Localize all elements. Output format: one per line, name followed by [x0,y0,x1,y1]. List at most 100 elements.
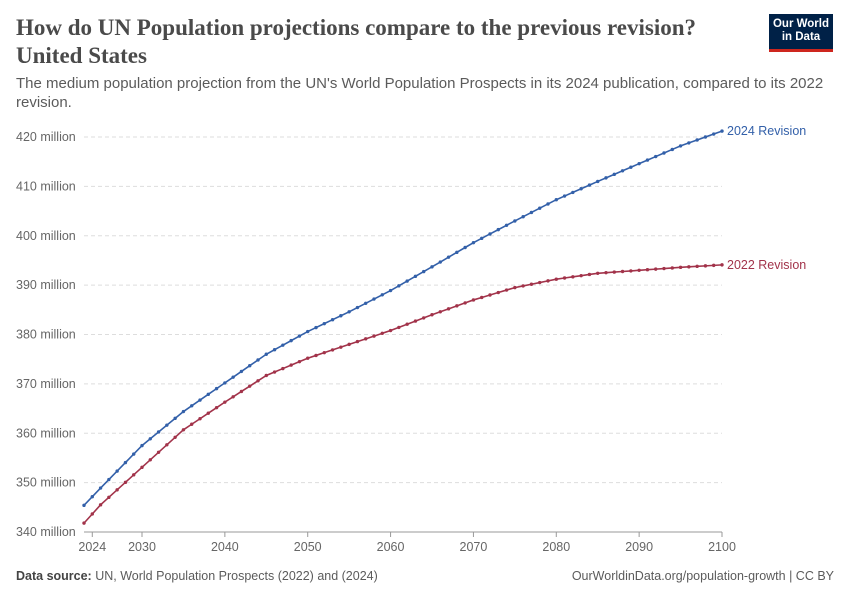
data-point[interactable] [306,356,310,360]
data-point[interactable] [488,232,492,236]
data-point[interactable] [587,183,592,187]
data-point[interactable] [165,423,169,427]
data-point[interactable] [372,334,376,338]
series-line[interactable] [83,130,723,506]
data-point[interactable] [248,384,252,388]
data-point[interactable] [670,147,674,152]
data-point[interactable] [330,348,335,352]
data-point[interactable] [504,223,509,227]
data-source-text[interactable]: UN, World Population Prospects (2022) an… [95,569,378,583]
data-point[interactable] [239,389,244,394]
data-point[interactable] [670,266,674,270]
owid-logo[interactable]: Our World in Data [769,14,833,52]
data-point[interactable] [397,284,401,288]
credit-link[interactable]: OurWorldinData.org/population-growth | C… [571,569,834,583]
data-point[interactable] [496,290,500,295]
data-point[interactable] [223,381,227,385]
data-point[interactable] [529,210,534,215]
data-point[interactable] [190,404,194,408]
data-point[interactable] [720,263,724,267]
data-point[interactable] [629,165,633,169]
data-point[interactable] [198,417,202,421]
data-point[interactable] [380,331,384,336]
data-point[interactable] [272,370,277,374]
data-point[interactable] [98,486,103,490]
data-point[interactable] [364,301,368,305]
data-point[interactable] [654,267,658,271]
data-point[interactable] [629,269,633,273]
data-point[interactable] [562,194,567,198]
data-point[interactable] [281,366,285,371]
data-point[interactable] [347,342,351,347]
data-point[interactable] [662,266,666,271]
data-point[interactable] [405,279,409,283]
data-point[interactable] [264,352,268,356]
data-point[interactable] [115,488,119,492]
data-point[interactable] [214,405,219,410]
data-point[interactable] [554,198,558,202]
data-point[interactable] [289,363,293,367]
data-point[interactable] [521,284,525,288]
data-point[interactable] [513,219,517,223]
data-point[interactable] [455,304,459,308]
data-point[interactable] [687,265,691,269]
data-point[interactable] [231,395,235,399]
data-point[interactable] [455,250,459,255]
data-point[interactable] [538,206,542,210]
data-point[interactable] [355,305,360,310]
series-lines[interactable]: 2024 Revision 2022 Revision [82,124,806,525]
data-point[interactable] [637,161,641,166]
data-point[interactable] [380,293,384,297]
data-point[interactable] [82,521,86,525]
data-point[interactable] [314,325,318,330]
data-point[interactable] [239,369,244,374]
data-point[interactable] [529,282,534,286]
data-point[interactable] [289,338,293,343]
data-point[interactable] [422,269,426,274]
data-point[interactable] [430,265,434,269]
data-point[interactable] [521,214,525,219]
data-point[interactable] [678,265,683,270]
data-point[interactable] [720,129,724,133]
data-point[interactable] [430,313,434,317]
data-point[interactable] [132,473,136,477]
data-point[interactable] [173,435,177,439]
data-point[interactable] [546,279,550,283]
data-point[interactable] [388,288,393,293]
data-point[interactable] [181,409,186,414]
data-point[interactable] [413,319,418,323]
data-point[interactable] [496,227,500,232]
data-point[interactable] [571,190,575,195]
data-point[interactable] [355,339,360,344]
data-point[interactable] [140,443,144,448]
data-point[interactable] [513,285,517,290]
data-point[interactable] [272,348,277,352]
data-point[interactable] [612,172,616,177]
data-point[interactable] [604,270,608,275]
data-point[interactable] [372,297,376,301]
data-point[interactable] [438,310,442,314]
data-point[interactable] [413,274,418,279]
data-point[interactable] [678,144,683,148]
data-point[interactable] [463,245,467,250]
data-point[interactable] [471,240,476,245]
data-point[interactable] [637,268,641,273]
data-point[interactable] [695,138,699,142]
data-point[interactable] [438,260,442,264]
data-point[interactable] [579,187,583,191]
data-point[interactable] [314,353,318,358]
data-point[interactable] [90,495,94,499]
data-point[interactable] [115,469,119,473]
data-point[interactable] [554,277,558,281]
data-point[interactable] [148,437,152,441]
data-point[interactable] [703,135,708,139]
data-point[interactable] [446,307,451,311]
series-line[interactable] [83,264,723,524]
data-point[interactable] [107,495,111,500]
data-point[interactable] [422,316,426,320]
data-point[interactable] [264,373,268,378]
data-point[interactable] [488,293,492,297]
data-point[interactable] [82,503,86,508]
data-point[interactable] [596,179,600,184]
data-point[interactable] [190,422,194,426]
